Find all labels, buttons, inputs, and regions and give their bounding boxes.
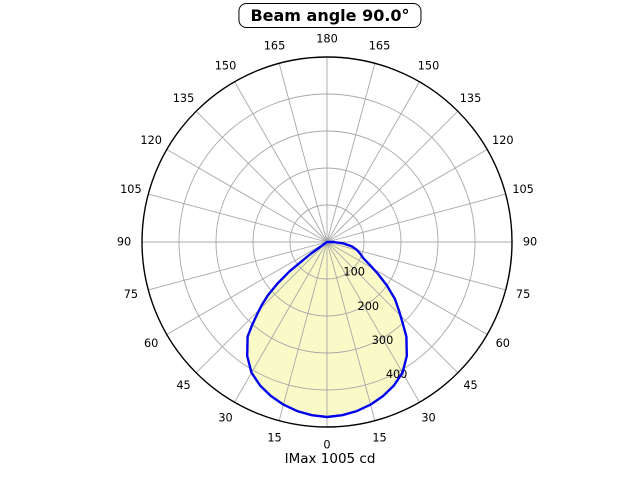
- polar-grid-spoke: [326, 241, 376, 421]
- angle-tick-label: 90: [117, 236, 131, 249]
- polar-grid-spoke: [234, 241, 328, 403]
- angle-tick-label: 150: [215, 60, 237, 73]
- radial-tick-label: 300: [372, 334, 394, 347]
- polar-grid-spoke: [326, 193, 506, 243]
- angle-tick-label: 165: [369, 39, 391, 52]
- angle-tick-label: 150: [418, 60, 440, 73]
- polar-grid-spoke: [326, 241, 420, 403]
- polar-grid-spoke: [326, 63, 376, 243]
- angle-tick-label: 180: [316, 33, 338, 46]
- beam-curve: [246, 240, 408, 419]
- polar-grid-spoke: [234, 81, 328, 243]
- angle-tick-label: 120: [492, 134, 514, 147]
- polar-grid-spoke: [326, 149, 488, 243]
- chart-title: Beam angle 90.0°: [238, 3, 422, 28]
- angle-tick-label: 15: [267, 432, 281, 445]
- angle-tick-label: 15: [372, 432, 386, 445]
- polar-grid-spoke: [148, 241, 328, 291]
- polar-grid-spoke: [326, 241, 459, 374]
- angle-tick-label: 0: [323, 439, 330, 452]
- polar-grid-spoke: [278, 63, 328, 243]
- angle-tick-label: 45: [176, 379, 190, 392]
- angle-tick-label: 75: [124, 288, 138, 301]
- angle-tick-label: 75: [516, 288, 530, 301]
- polar-grid-spoke: [195, 110, 328, 243]
- polar-grid-spoke: [166, 241, 328, 335]
- polar-grid-spoke: [166, 149, 328, 243]
- polar-grid-spoke: [326, 81, 420, 243]
- angle-tick-label: 90: [523, 236, 537, 249]
- angle-tick-label: 60: [496, 337, 510, 350]
- polar-grid-spoke: [278, 241, 328, 421]
- polar-outer-circle: [141, 56, 513, 428]
- angle-tick-label: 120: [140, 134, 162, 147]
- angle-tick-label: 105: [120, 183, 142, 196]
- angle-tick-label: 105: [512, 183, 534, 196]
- polar-grid-spoke: [326, 241, 488, 335]
- angle-tick-label: 45: [463, 379, 477, 392]
- angle-tick-label: 30: [421, 411, 435, 424]
- angle-tick-label: 30: [218, 411, 232, 424]
- radial-tick-label: 100: [343, 266, 365, 279]
- angle-tick-label: 135: [173, 92, 195, 105]
- radial-tick-label: 200: [358, 300, 380, 313]
- angle-tick-label: 135: [460, 92, 482, 105]
- angle-tick-label: 165: [264, 39, 286, 52]
- imax-label: IMax 1005 cd: [284, 451, 376, 467]
- angle-tick-label: 60: [144, 337, 158, 350]
- polar-grid-spoke: [148, 193, 328, 243]
- polar-grid-spoke: [326, 110, 459, 243]
